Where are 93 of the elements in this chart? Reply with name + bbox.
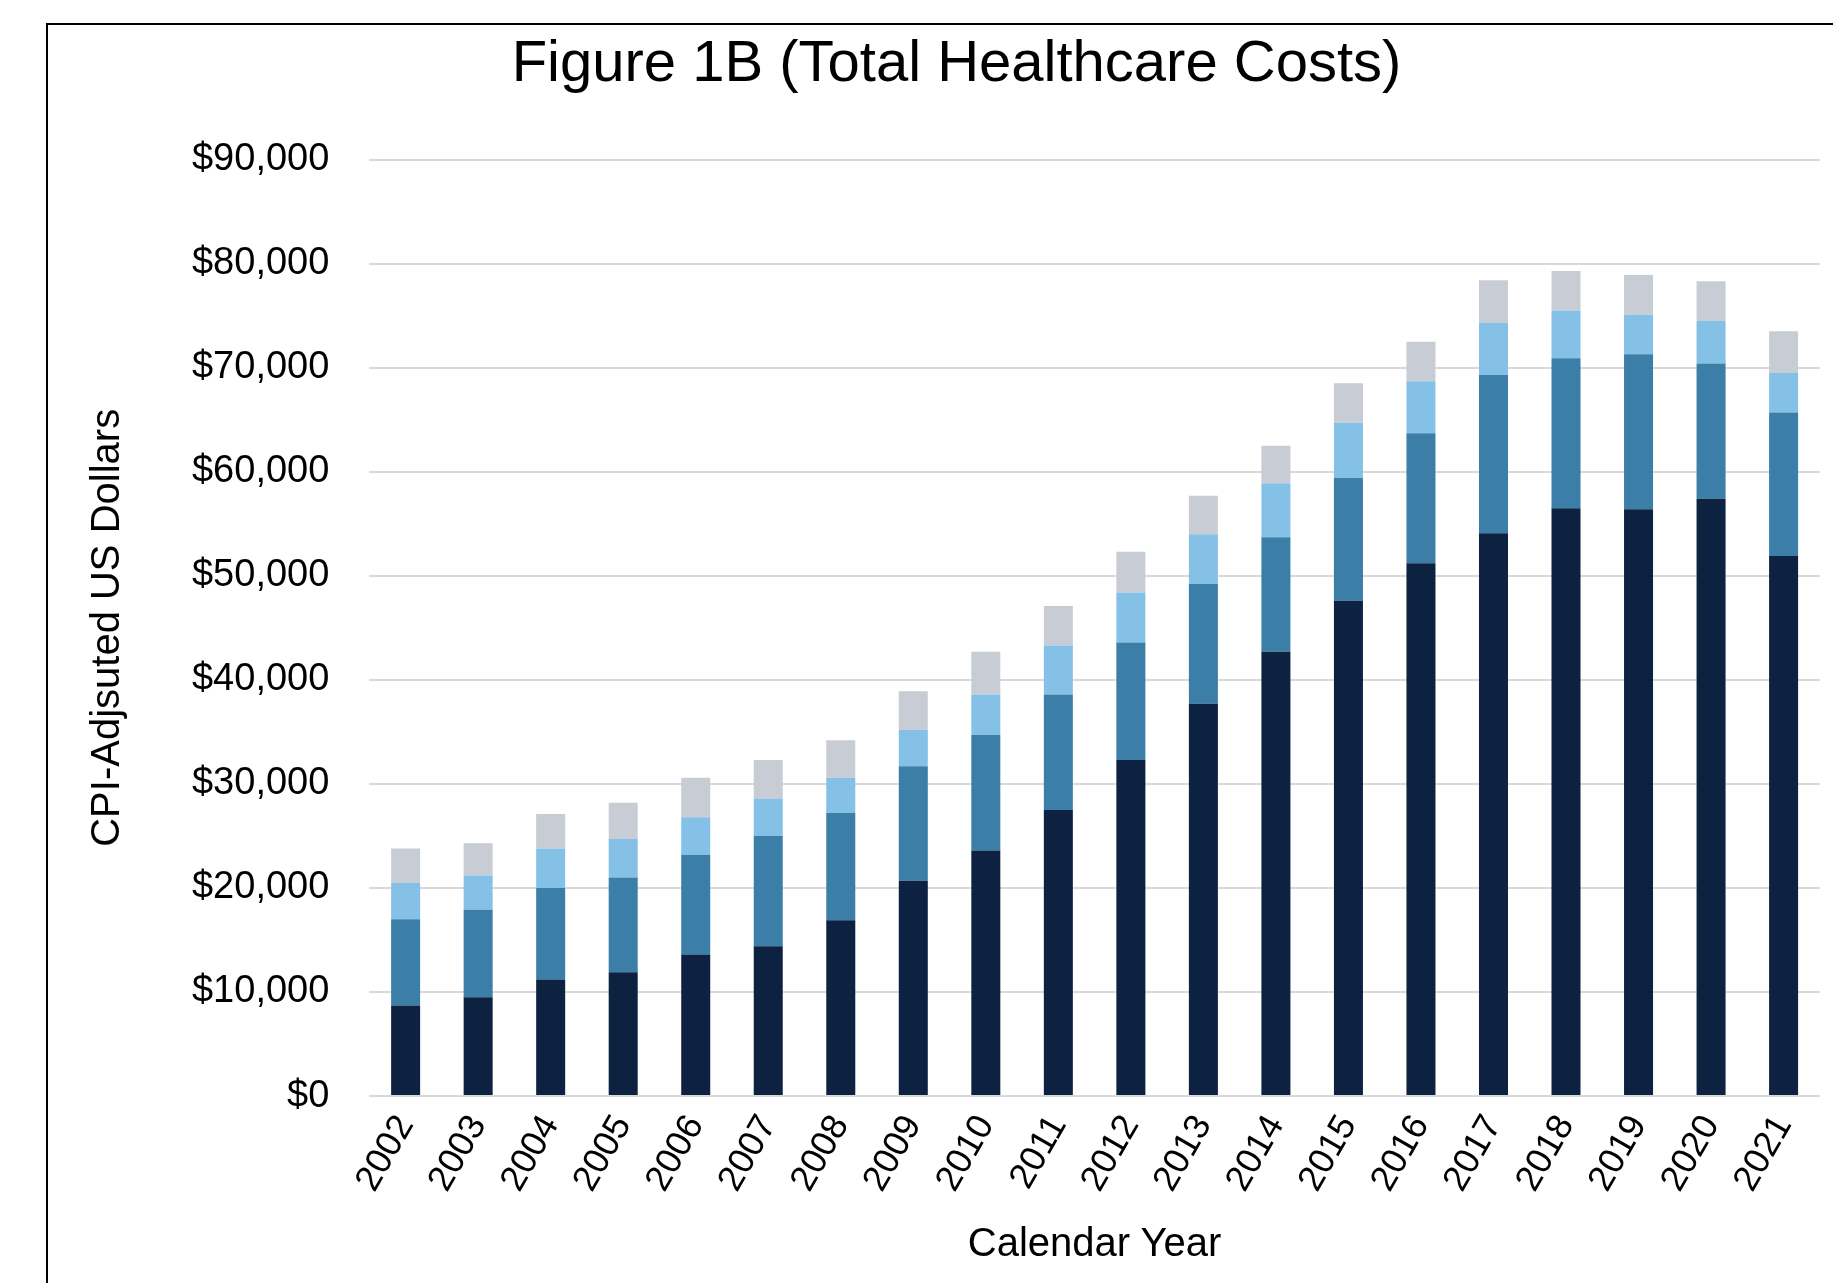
bar bbox=[1116, 759, 1146, 1096]
bar bbox=[1696, 281, 1726, 321]
bar bbox=[391, 1005, 421, 1096]
bar bbox=[898, 691, 928, 730]
bar bbox=[898, 729, 928, 767]
bar bbox=[1406, 433, 1436, 564]
bar bbox=[536, 848, 566, 888]
bar bbox=[1769, 412, 1799, 557]
bar bbox=[753, 759, 783, 799]
bar bbox=[971, 850, 1001, 1096]
bar bbox=[826, 740, 856, 778]
bar bbox=[608, 972, 638, 1096]
bar bbox=[1551, 310, 1581, 359]
bar bbox=[1406, 563, 1436, 1096]
bar bbox=[826, 813, 856, 921]
bar bbox=[1551, 358, 1581, 509]
bar bbox=[826, 920, 856, 1096]
bar bbox=[753, 946, 783, 1096]
chart-title: Figure 1B (Total Healthcare Costs) bbox=[511, 27, 1402, 93]
bar bbox=[463, 997, 493, 1096]
bar bbox=[1043, 809, 1073, 1096]
bar bbox=[1551, 270, 1581, 311]
bar bbox=[536, 887, 566, 980]
y-tick-label: $30,000 bbox=[191, 760, 330, 803]
bar bbox=[753, 835, 783, 947]
bar bbox=[971, 694, 1001, 735]
bar bbox=[1624, 275, 1654, 315]
bar bbox=[1769, 372, 1799, 413]
y-tick-label: $20,000 bbox=[191, 864, 330, 907]
bar bbox=[1043, 645, 1073, 695]
bar bbox=[536, 979, 566, 1096]
bar bbox=[1478, 374, 1508, 534]
bar bbox=[1333, 383, 1363, 423]
y-tick-label: $70,000 bbox=[191, 344, 330, 387]
y-tick-label: $50,000 bbox=[191, 552, 330, 595]
bar bbox=[608, 839, 638, 878]
bar bbox=[826, 777, 856, 814]
bar bbox=[681, 817, 711, 855]
y-axis-title: CPI-Adjsuted US Dollars bbox=[83, 408, 128, 847]
bar bbox=[1188, 703, 1218, 1096]
y-tick-label: $10,000 bbox=[191, 968, 330, 1011]
bar bbox=[391, 919, 421, 1006]
bar bbox=[391, 882, 421, 920]
bar bbox=[1333, 422, 1363, 478]
bar bbox=[1478, 280, 1508, 323]
bar bbox=[463, 909, 493, 998]
bar bbox=[1116, 642, 1146, 760]
bar bbox=[1116, 592, 1146, 643]
bar bbox=[1333, 600, 1363, 1096]
bar bbox=[1406, 381, 1436, 434]
bar bbox=[536, 814, 566, 849]
bar bbox=[1624, 354, 1654, 510]
y-tick-label: $60,000 bbox=[191, 448, 330, 491]
bar bbox=[753, 798, 783, 836]
bar bbox=[681, 954, 711, 1096]
bar bbox=[608, 877, 638, 973]
y-tick-label: $90,000 bbox=[191, 136, 330, 179]
bar bbox=[1043, 694, 1073, 810]
bar bbox=[1624, 509, 1654, 1096]
bar bbox=[681, 854, 711, 955]
bar bbox=[1478, 533, 1508, 1096]
bar bbox=[1188, 495, 1218, 535]
bar bbox=[1551, 508, 1581, 1096]
bar bbox=[1696, 498, 1726, 1096]
bar bbox=[1116, 551, 1146, 593]
bar bbox=[1769, 331, 1799, 373]
bar bbox=[1261, 537, 1291, 652]
bar bbox=[1333, 477, 1363, 601]
bar bbox=[463, 875, 493, 910]
bar bbox=[971, 734, 1001, 851]
bar bbox=[1696, 363, 1726, 499]
bar bbox=[1696, 320, 1726, 364]
bar bbox=[1624, 314, 1654, 355]
x-axis-title: Calendar Year bbox=[967, 1220, 1222, 1265]
bar bbox=[391, 848, 421, 883]
bar bbox=[1261, 445, 1291, 484]
bar bbox=[1261, 651, 1291, 1096]
bar bbox=[1188, 534, 1218, 585]
y-tick-label: $80,000 bbox=[191, 240, 330, 283]
bar bbox=[463, 843, 493, 876]
bar bbox=[971, 651, 1001, 695]
bar bbox=[1261, 483, 1291, 538]
y-tick-label: $40,000 bbox=[191, 656, 330, 699]
bar bbox=[1769, 556, 1799, 1096]
bar bbox=[1478, 322, 1508, 375]
bar bbox=[1188, 584, 1218, 704]
bar bbox=[1406, 341, 1436, 382]
y-tick-label: $0 bbox=[287, 1072, 330, 1115]
bar bbox=[898, 880, 928, 1096]
bar bbox=[608, 802, 638, 840]
bar bbox=[681, 777, 711, 818]
bar bbox=[1043, 605, 1073, 646]
bar bbox=[898, 766, 928, 881]
